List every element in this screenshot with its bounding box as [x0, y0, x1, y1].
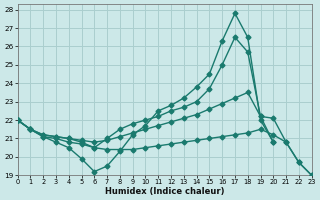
X-axis label: Humidex (Indice chaleur): Humidex (Indice chaleur) [105, 187, 224, 196]
